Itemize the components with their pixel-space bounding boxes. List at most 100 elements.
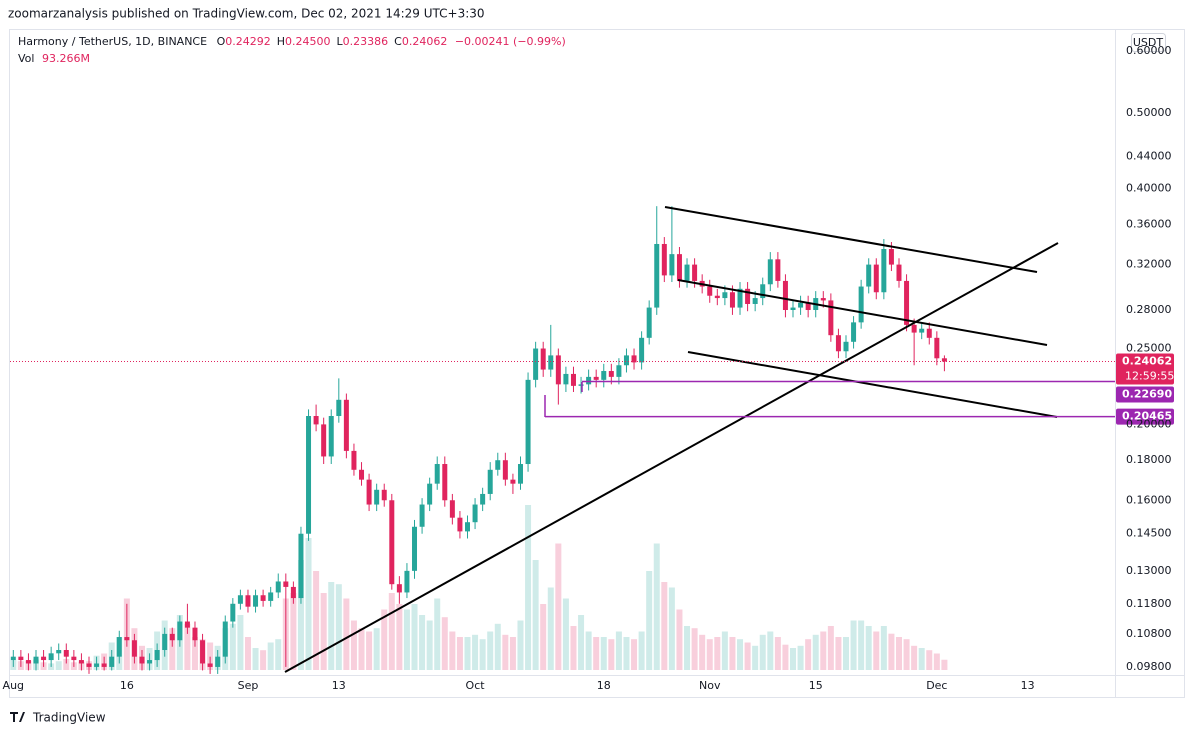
candle-body	[336, 399, 342, 416]
volume-bar	[297, 560, 304, 670]
volume-bar	[827, 626, 834, 670]
y-tick-label: 0.20000	[1126, 417, 1172, 430]
y-tick-label: 0.11800	[1126, 597, 1172, 610]
volume-bar	[759, 634, 766, 670]
legend-field-value: 0.23386	[343, 35, 389, 48]
y-tick-label: 0.36000	[1126, 218, 1172, 231]
legend-fields: O0.24292 H0.24500 L0.23386 C0.24062	[217, 35, 448, 48]
candle-body	[71, 656, 77, 661]
volume-bar	[790, 648, 797, 670]
candle-body	[184, 621, 190, 628]
volume-bar	[600, 637, 607, 670]
candle-body	[449, 500, 455, 518]
symbol: Harmony / TetherUS, 1D, BINANCE	[18, 35, 207, 48]
volume-bar	[631, 639, 638, 670]
candle-body	[570, 373, 576, 386]
volume-bar	[835, 637, 842, 670]
candle-body	[517, 464, 523, 484]
candle-body	[563, 373, 569, 385]
candle-body	[389, 500, 395, 585]
volume-bar	[403, 609, 410, 670]
x-tick-label: 13	[332, 679, 346, 692]
x-tick-label: Sep	[238, 679, 259, 692]
candle-body	[124, 637, 130, 641]
candle-body	[775, 259, 781, 281]
candle-body	[487, 469, 493, 494]
y-tick-label: 0.10800	[1126, 627, 1172, 640]
candle-body	[321, 424, 327, 457]
volume-bar	[926, 650, 933, 670]
candle-body	[654, 243, 660, 308]
volume-bar	[290, 593, 297, 670]
candle-body	[684, 264, 690, 281]
volume-bar	[229, 623, 236, 670]
candle-body	[116, 637, 122, 657]
volume-bar	[911, 645, 918, 670]
volume-bar	[419, 615, 426, 670]
brand-logo	[10, 712, 25, 722]
candle-body	[41, 656, 47, 661]
candle-body	[154, 650, 160, 661]
candle-body	[207, 663, 213, 667]
legend-field-name: L	[337, 35, 344, 48]
y-tick-label: 0.28000	[1126, 303, 1172, 316]
candle-body	[601, 371, 607, 380]
volume-bar	[585, 631, 592, 670]
y-tick-label: 0.16000	[1126, 493, 1172, 506]
volume-bar	[244, 637, 251, 670]
candle-body	[676, 254, 682, 281]
candle-body	[359, 469, 365, 480]
volume-bar	[895, 637, 902, 670]
candle-body	[78, 660, 84, 664]
legend-field-name: C	[394, 35, 402, 48]
volume-bar	[873, 631, 880, 670]
volume-bar	[456, 637, 463, 670]
candle-body	[873, 264, 879, 293]
candle-body	[533, 348, 539, 380]
currency-button[interactable]	[1131, 33, 1166, 52]
volume-bar	[668, 587, 675, 670]
candle-body	[729, 292, 735, 308]
candle-body	[131, 640, 137, 657]
candle-body	[820, 298, 826, 301]
candle-body	[192, 627, 198, 641]
candle-body	[941, 358, 947, 362]
volume-value: 93.266M	[42, 52, 90, 65]
volume-bar	[782, 644, 789, 670]
candle-body	[472, 504, 478, 523]
candle-body	[790, 307, 796, 310]
volume-bar	[691, 628, 698, 670]
volume-bar	[623, 637, 630, 670]
volume-legend: Vol 93.266M	[18, 52, 90, 65]
price-line-label-box	[1116, 408, 1174, 425]
currency[interactable]: USDT	[1133, 36, 1164, 49]
volume-bar	[888, 633, 895, 670]
volume-bar	[540, 604, 547, 670]
candle-body	[919, 328, 925, 333]
volume-bar	[903, 639, 910, 670]
candle-body	[828, 300, 834, 336]
volume-bar	[350, 620, 357, 670]
volume-bar	[396, 604, 403, 670]
volume-bar	[752, 645, 759, 670]
volume-bar	[933, 653, 940, 670]
volume-bar	[388, 593, 395, 670]
volume-bar	[843, 637, 849, 670]
candle-body	[63, 650, 69, 657]
candle-body	[888, 249, 894, 265]
volume-bar	[449, 631, 456, 670]
candle-body	[10, 656, 16, 661]
candle-body	[510, 479, 516, 484]
volume-bar	[797, 645, 804, 670]
candle-body	[177, 621, 183, 641]
volume-bar	[858, 620, 865, 670]
x-tick-label: 13	[1021, 679, 1035, 692]
volume-bar	[608, 639, 615, 670]
volume-bar	[237, 615, 244, 670]
volume-bar	[638, 631, 645, 670]
volume-bar	[729, 637, 736, 670]
candle-body	[465, 522, 470, 532]
volume-bar	[441, 617, 448, 670]
volume-bar	[434, 598, 441, 670]
